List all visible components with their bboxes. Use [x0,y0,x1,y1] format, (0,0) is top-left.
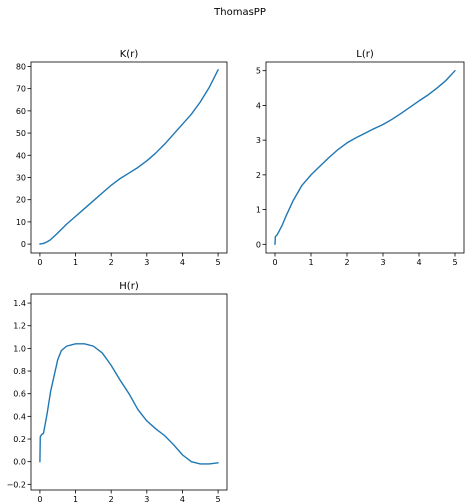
series-line-h [39,343,219,465]
series-line-l [274,69,456,246]
y-tick-label-k: 10 [16,218,26,227]
x-tick-label-h: 4 [180,495,185,504]
y-tick-label-k: 70 [16,85,26,94]
x-tick-label-h: 5 [216,495,221,504]
y-tick-label-h: 1.2 [13,322,26,331]
panel-title-l: L(r) [356,49,374,60]
y-tick-label-k: 50 [16,129,26,138]
y-tick-label-l: 1 [256,206,261,215]
x-tick-label-h: 1 [73,495,78,504]
y-tick-label-l: 3 [256,136,261,145]
x-tick-label-l: 2 [344,258,349,267]
y-tick-label-l: 4 [256,101,261,110]
plot-area-k [30,61,228,254]
y-tick-label-h: 1.0 [13,344,26,353]
x-tick-label-k: 1 [73,258,78,267]
plot-area-h [30,293,228,491]
x-tick-label-h: 3 [144,495,149,504]
x-tick-label-l: 4 [416,258,421,267]
x-tick-label-k: 5 [216,258,221,267]
y-tick-label-h: 1.4 [13,299,26,308]
y-tick-label-h: −0.2 [7,480,26,489]
y-tick-label-l: 5 [256,67,261,76]
y-tick-label-h: 0.0 [13,458,26,467]
y-tick-label-k: 0 [21,240,26,249]
x-tick-label-h: 0 [37,495,42,504]
x-tick-label-h: 2 [109,495,114,504]
x-tick-label-l: 3 [380,258,385,267]
x-tick-label-l: 1 [308,258,313,267]
y-tick-label-k: 30 [16,173,26,182]
y-tick-label-k: 40 [16,151,26,160]
x-tick-label-l: 5 [452,258,457,267]
y-tick-label-h: 0.8 [13,367,26,376]
x-tick-label-k: 2 [109,258,114,267]
y-tick-label-h: 0.6 [13,390,26,399]
x-tick-label-k: 4 [180,258,185,267]
panel-l: L(r) 0 1 2 3 4 5 0 1 2 3 4 5 [256,49,465,267]
x-tick-label-k: 0 [37,258,42,267]
panel-title-h: H(r) [119,281,139,292]
x-tick-label-l: 0 [272,258,277,267]
plot-area-l [265,61,465,254]
y-tick-label-l: 0 [256,240,261,249]
x-tick-label-k: 3 [144,258,149,267]
y-tick-label-h: 0.4 [13,412,26,421]
y-tick-label-k: 80 [16,62,26,71]
panel-h: H(r) 0 1 2 3 4 5 −0.2 0.0 0.2 0.4 0.6 0.8 1.0 1.2 1.4 [7,281,228,504]
y-tick-label-k: 20 [16,196,26,205]
figure-title: ThomasPP [213,7,266,18]
y-tick-label-l: 2 [256,171,261,180]
panel-title-k: K(r) [120,49,139,60]
y-tick-label-h: 0.2 [13,435,26,444]
series-line-k [39,69,219,245]
y-tick-label-k: 60 [16,107,26,116]
